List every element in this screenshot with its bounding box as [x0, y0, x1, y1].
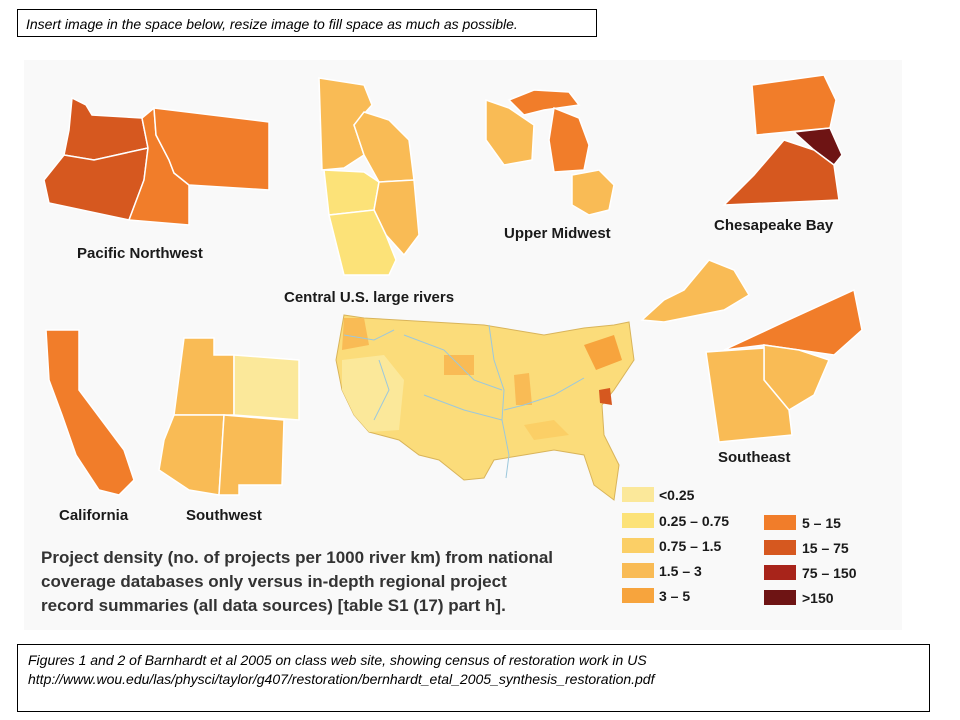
- chesapeake-map: Chesapeake Bay: [714, 74, 843, 234]
- us-southeast-medium: [524, 420, 569, 440]
- ohio-shape: [571, 169, 615, 216]
- columbia-river-line: [343, 329, 395, 341]
- california-shape: [45, 329, 135, 496]
- mississippi-river-line: [488, 324, 510, 479]
- legend-swatch-7: [764, 540, 796, 555]
- legend-swatch-6: [764, 515, 796, 530]
- legend-swatch-5: [622, 588, 654, 603]
- colorado-shape: [233, 354, 300, 421]
- pennsylvania-shape: [751, 74, 837, 136]
- utah-shape: [173, 337, 235, 416]
- legend-swatch-8: [764, 565, 796, 580]
- caption-textbox: Figures 1 and 2 of Barnhardt et al 2005 …: [17, 644, 930, 712]
- maryland-shape: [792, 127, 843, 167]
- region-label-central-rivers: Central U.S. large rivers: [284, 289, 454, 306]
- missouri-river-line: [403, 334, 503, 391]
- michigan-lower-shape: [548, 106, 590, 173]
- colorado-river-line: [373, 359, 390, 421]
- legend-label-9: >150: [802, 590, 834, 606]
- north-carolina-shape: [723, 288, 863, 356]
- legend-swatch-4: [622, 563, 654, 578]
- legend-swatch-9: [764, 590, 796, 605]
- legend-label-1: <0.25: [659, 487, 695, 503]
- legend-label-5: 3 – 5: [659, 588, 690, 604]
- legend-label-7: 15 – 75: [802, 540, 849, 556]
- pacific-northwest-map: Pacific Northwest: [43, 96, 270, 262]
- ohio-river-line: [503, 377, 585, 411]
- us-chesapeake-high: [599, 388, 612, 405]
- southwest-map: Southwest: [158, 337, 300, 524]
- river-lines: [343, 324, 585, 479]
- region-label-southeast: Southeast: [718, 449, 791, 466]
- legend-label-6: 5 – 15: [802, 515, 841, 531]
- caption-line-1: Figures 1 and 2 of Barnhardt et al 2005 …: [28, 652, 647, 668]
- missouri-shape: [328, 209, 397, 276]
- instruction-textbox: Insert image in the space below, resize …: [17, 9, 597, 37]
- new-mexico-shape: [218, 414, 285, 496]
- region-label-chesapeake: Chesapeake Bay: [714, 217, 834, 234]
- caption-url: http://www.wou.edu/las/physci/taylor/g40…: [28, 671, 655, 687]
- southeast-map: Southeast: [640, 259, 863, 466]
- legend-swatch-3: [622, 538, 654, 553]
- us-west-pale: [342, 355, 404, 432]
- title-line-1: Project density (no. of projects per 100…: [41, 548, 553, 567]
- central-rivers-map: Central U.S. large rivers: [284, 77, 454, 306]
- us-northwest-high: [342, 318, 369, 350]
- legend-label-3: 0.75 – 1.5: [659, 538, 721, 554]
- iowa-shape: [323, 169, 380, 216]
- region-label-southwest: Southwest: [186, 507, 262, 524]
- us-illinois-high: [514, 373, 532, 405]
- legend-swatch-2: [622, 513, 654, 528]
- arkansas-river-line: [423, 394, 503, 421]
- upper-midwest-map: Upper Midwest: [485, 89, 615, 242]
- us-northeast-high: [584, 335, 622, 370]
- legend-label-2: 0.25 – 0.75: [659, 513, 729, 529]
- wisconsin-um-shape: [485, 98, 535, 166]
- us-national-map: [335, 314, 635, 501]
- restoration-density-map: Pacific Northwest Central U.S. large riv…: [41, 74, 863, 615]
- montana-shape: [153, 107, 270, 191]
- title-line-3: record summaries (all data sources) [tab…: [41, 596, 506, 615]
- us-outline: [335, 314, 635, 501]
- michigan-upper-shape: [507, 89, 581, 116]
- kentucky-shape: [640, 259, 751, 323]
- legend-label-4: 1.5 – 3: [659, 563, 702, 579]
- title-line-2: coverage databases only versus in-depth …: [41, 572, 507, 591]
- california-map: California: [45, 329, 135, 524]
- legend-swatch-1: [622, 487, 654, 502]
- figure-title: Project density (no. of projects per 100…: [41, 548, 553, 615]
- map-figure: Pacific Northwest Central U.S. large riv…: [24, 60, 902, 630]
- virginia-shape: [722, 139, 840, 206]
- legend-label-8: 75 – 150: [802, 565, 857, 581]
- region-label-california: California: [59, 507, 129, 524]
- legend: <0.25 0.25 – 0.75 0.75 – 1.5 1.5 – 3 3 –…: [622, 487, 857, 606]
- arizona-shape: [158, 414, 225, 496]
- region-label-upper-midwest: Upper Midwest: [504, 225, 611, 242]
- georgia-shape: [705, 347, 793, 443]
- region-label-pacific-northwest: Pacific Northwest: [77, 245, 203, 262]
